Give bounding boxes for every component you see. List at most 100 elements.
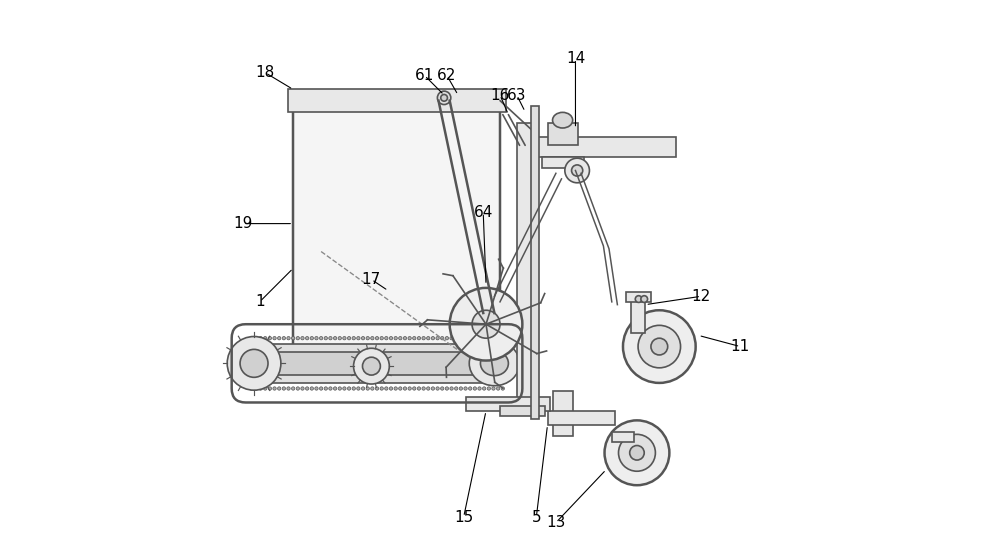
Ellipse shape — [480, 351, 508, 376]
Circle shape — [408, 387, 411, 390]
Text: 18: 18 — [256, 65, 275, 80]
Circle shape — [445, 387, 449, 390]
Circle shape — [254, 387, 258, 390]
Circle shape — [361, 387, 365, 390]
Circle shape — [268, 387, 272, 390]
Circle shape — [301, 387, 304, 390]
Circle shape — [413, 337, 416, 340]
Circle shape — [352, 337, 355, 340]
Circle shape — [305, 387, 309, 390]
Ellipse shape — [553, 112, 573, 128]
Circle shape — [343, 387, 346, 390]
Bar — [548, 411, 615, 425]
Bar — [531, 106, 539, 419]
Text: 62: 62 — [437, 68, 457, 83]
Text: 19: 19 — [233, 216, 253, 231]
Circle shape — [427, 337, 430, 340]
Circle shape — [254, 337, 258, 340]
Circle shape — [389, 387, 393, 390]
Circle shape — [459, 337, 463, 340]
Circle shape — [469, 337, 472, 340]
Circle shape — [282, 337, 286, 340]
Circle shape — [403, 387, 407, 390]
Circle shape — [268, 337, 272, 340]
Circle shape — [240, 349, 268, 377]
Circle shape — [264, 337, 267, 340]
Circle shape — [630, 446, 644, 460]
Circle shape — [478, 387, 481, 390]
Circle shape — [278, 337, 281, 340]
Circle shape — [464, 337, 467, 340]
Circle shape — [287, 337, 290, 340]
Circle shape — [445, 337, 449, 340]
Bar — [548, 123, 578, 145]
Text: 63: 63 — [507, 88, 527, 102]
Circle shape — [319, 337, 323, 340]
Circle shape — [338, 387, 341, 390]
Circle shape — [250, 337, 253, 340]
Circle shape — [227, 337, 281, 390]
Text: 12: 12 — [692, 289, 711, 304]
Text: 17: 17 — [362, 272, 381, 287]
Circle shape — [385, 387, 388, 390]
Circle shape — [427, 387, 430, 390]
Circle shape — [375, 387, 379, 390]
Bar — [612, 432, 634, 442]
Circle shape — [273, 337, 276, 340]
Bar — [553, 391, 573, 436]
Circle shape — [357, 337, 360, 340]
Circle shape — [441, 337, 444, 340]
Circle shape — [450, 288, 522, 361]
Circle shape — [459, 387, 463, 390]
Circle shape — [296, 387, 300, 390]
Text: 13: 13 — [546, 515, 566, 530]
Circle shape — [343, 337, 346, 340]
Circle shape — [441, 94, 447, 101]
Circle shape — [380, 337, 383, 340]
Bar — [536, 137, 676, 157]
Circle shape — [572, 165, 583, 176]
Circle shape — [436, 337, 439, 340]
Circle shape — [496, 337, 500, 340]
Circle shape — [371, 387, 374, 390]
Text: 5: 5 — [532, 510, 541, 524]
Circle shape — [441, 387, 444, 390]
Bar — [288, 89, 506, 112]
Circle shape — [305, 337, 309, 340]
Circle shape — [605, 420, 669, 485]
Circle shape — [354, 348, 389, 384]
Circle shape — [259, 387, 262, 390]
Circle shape — [469, 387, 472, 390]
Text: 61: 61 — [415, 68, 434, 83]
Circle shape — [366, 337, 369, 340]
Circle shape — [473, 387, 477, 390]
Bar — [466, 397, 550, 411]
Circle shape — [282, 387, 286, 390]
Circle shape — [422, 387, 425, 390]
Circle shape — [501, 337, 504, 340]
Circle shape — [482, 387, 486, 390]
Circle shape — [380, 387, 383, 390]
Bar — [293, 101, 500, 363]
Circle shape — [455, 387, 458, 390]
Circle shape — [478, 337, 481, 340]
Circle shape — [366, 387, 369, 390]
Circle shape — [347, 337, 351, 340]
Text: 14: 14 — [566, 51, 585, 66]
Circle shape — [259, 337, 262, 340]
Circle shape — [487, 387, 490, 390]
Circle shape — [403, 337, 407, 340]
Text: 15: 15 — [454, 510, 473, 524]
Circle shape — [431, 387, 435, 390]
Circle shape — [641, 296, 648, 302]
Text: 1: 1 — [255, 295, 264, 309]
Circle shape — [413, 387, 416, 390]
Circle shape — [371, 337, 374, 340]
Circle shape — [450, 337, 453, 340]
Circle shape — [291, 337, 295, 340]
Ellipse shape — [469, 341, 520, 386]
Circle shape — [464, 387, 467, 390]
Bar — [260, 352, 492, 375]
Bar — [542, 157, 584, 168]
Circle shape — [417, 337, 421, 340]
